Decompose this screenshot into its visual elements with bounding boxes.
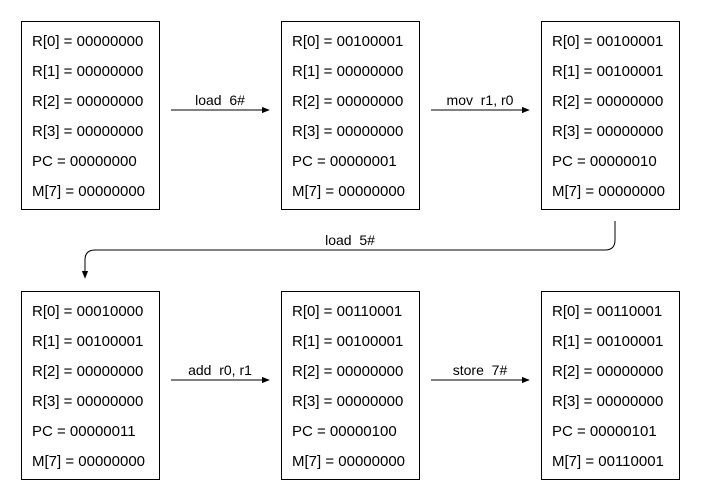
register-r0: R[0] = 00110001 — [292, 303, 403, 320]
memory-m7: M[7] = 00000000 — [32, 453, 146, 470]
arrow-3 — [81, 221, 616, 279]
register-r3: R[3] = 00000000 — [292, 393, 404, 410]
register-r1: R[1] = 00100001 — [552, 333, 664, 350]
memory-m7: M[7] = 00000000 — [552, 183, 666, 200]
transition-label-store-7: store 7# — [452, 362, 508, 378]
program-counter: PC = 00000101 — [552, 423, 657, 440]
register-r0: R[0] = 00000000 — [32, 33, 144, 50]
program-counter: PC = 00000001 — [292, 153, 397, 170]
register-r2: R[2] = 00000000 — [552, 93, 664, 110]
register-r0: R[0] = 00010000 — [32, 303, 144, 320]
register-r2: R[2] = 00000000 — [292, 363, 404, 380]
memory-m7: M[7] = 00000000 — [292, 183, 406, 200]
register-r1: R[1] = 00100001 — [292, 333, 404, 350]
register-r0: R[0] = 00100001 — [552, 33, 664, 50]
state-box-2: R[0] = 00100001 R[1] = 00000000 R[2] = 0… — [281, 21, 420, 210]
transition-label-load-5: load 5# — [325, 232, 375, 248]
program-counter: PC = 00000100 — [292, 423, 397, 440]
state-box-3: R[0] = 00100001 R[1] = 00100001 R[2] = 0… — [541, 21, 680, 210]
program-counter: PC = 00000010 — [552, 153, 657, 170]
register-r2: R[2] = 00000000 — [32, 363, 144, 380]
state-box-6: R[0] = 00110001 R[1] = 00100001 R[2] = 0… — [541, 291, 680, 480]
register-r2: R[2] = 00000000 — [292, 93, 404, 110]
memory-m7: M[7] = 00000000 — [32, 183, 146, 200]
register-r2: R[2] = 00000000 — [552, 363, 664, 380]
state-box-1: R[0] = 00000000 R[1] = 00000000 R[2] = 0… — [21, 21, 160, 210]
register-r3: R[3] = 00000000 — [552, 123, 664, 140]
program-counter: PC = 00000011 — [32, 423, 136, 440]
register-r1: R[1] = 00000000 — [292, 63, 404, 80]
register-r3: R[3] = 00000000 — [32, 393, 144, 410]
memory-m7: M[7] = 00110001 — [552, 453, 664, 470]
register-r3: R[3] = 00000000 — [292, 123, 404, 140]
memory-m7: M[7] = 00000000 — [292, 453, 406, 470]
register-r3: R[3] = 00000000 — [552, 393, 664, 410]
program-counter: PC = 00000000 — [32, 153, 137, 170]
register-r0: R[0] = 00100001 — [292, 33, 404, 50]
state-box-5: R[0] = 00110001 R[1] = 00100001 R[2] = 0… — [281, 291, 420, 480]
transition-label-add-r0-r1: add r0, r1 — [188, 362, 252, 378]
register-r1: R[1] = 00100001 — [32, 333, 144, 350]
register-r0: R[0] = 00110001 — [552, 303, 663, 320]
register-r1: R[1] = 00000000 — [32, 63, 144, 80]
register-r1: R[1] = 00100001 — [552, 63, 664, 80]
register-r2: R[2] = 00000000 — [32, 93, 144, 110]
transition-label-load-6: load 6# — [195, 92, 245, 108]
register-r3: R[3] = 00000000 — [32, 123, 144, 140]
transition-label-mov-r1-r0: mov r1, r0 — [446, 92, 514, 108]
state-box-4: R[0] = 00010000 R[1] = 00100001 R[2] = 0… — [21, 291, 160, 480]
